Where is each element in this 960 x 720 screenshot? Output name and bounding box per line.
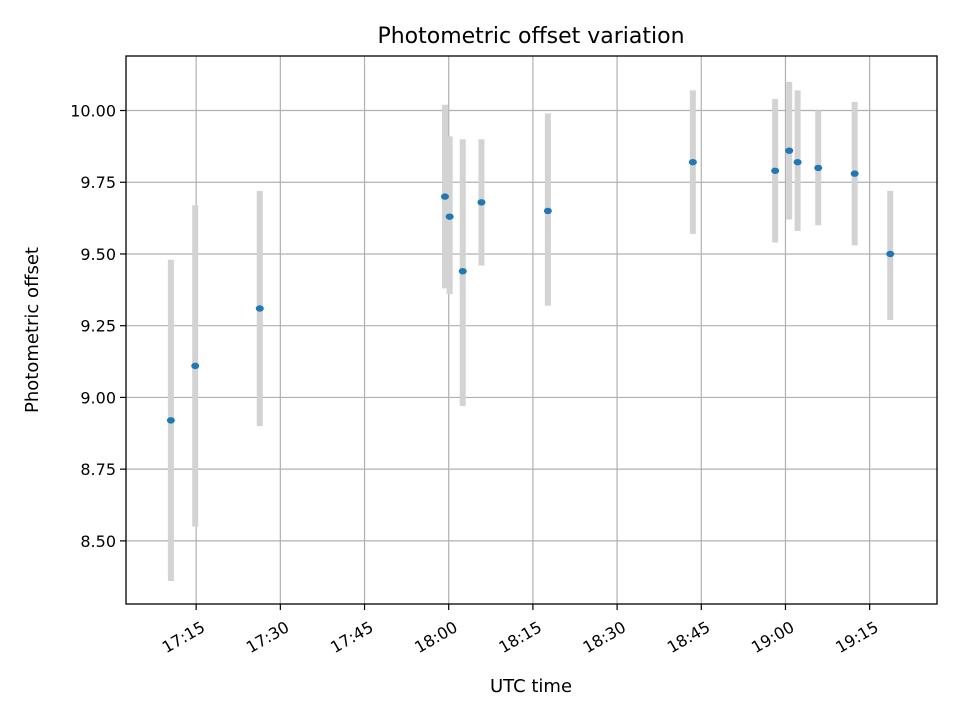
x-tick-label: 18:45 [664, 617, 713, 657]
data-point [477, 199, 486, 206]
data-point [191, 362, 200, 370]
y-tick-label: 9.00 [80, 388, 116, 407]
data-point [785, 147, 794, 154]
x-tick-label: 17:30 [243, 617, 292, 657]
x-tick-label: 18:15 [495, 617, 544, 657]
data-point [814, 164, 823, 172]
y-tick-label: 9.75 [80, 173, 116, 192]
y-tick-label: 10.00 [70, 102, 116, 121]
x-tick-label: 17:45 [327, 617, 376, 657]
data-point [543, 207, 552, 215]
y-tick-label: 9.25 [80, 317, 116, 336]
data-point [458, 267, 467, 275]
x-axis-ticks: 17:15 17:30 17:45 18:00 18:15 18:30 18:45 19:00… [159, 604, 882, 657]
data-points [166, 147, 895, 424]
x-tick-label: 19:15 [832, 617, 881, 657]
chart-title: Photometric offset variation [377, 24, 684, 49]
data-point [166, 417, 175, 424]
data-point [440, 193, 449, 200]
y-tick-label: 8.50 [80, 532, 116, 551]
data-point [771, 167, 780, 174]
x-tick-label: 19:00 [748, 617, 797, 657]
data-point [793, 158, 802, 166]
data-point [255, 305, 264, 312]
x-axis-label: UTC time [490, 676, 572, 697]
plot-frame [125, 55, 938, 605]
x-tick-label: 17:15 [159, 617, 208, 657]
x-tick-label: 18:30 [580, 617, 629, 657]
x-tick-label: 18:00 [411, 617, 460, 657]
data-point [445, 213, 454, 220]
data-point [886, 250, 895, 258]
y-axis-ticks: 8.50 8.75 9.00 9.25 9.50 9.75 10.00 [70, 102, 126, 551]
y-tick-label: 8.75 [80, 460, 116, 479]
data-point [850, 170, 859, 177]
error-bars [167, 81, 894, 582]
data-point [688, 158, 697, 166]
y-tick-label: 9.50 [80, 245, 116, 264]
y-axis-label: Photometric offset [22, 247, 43, 413]
